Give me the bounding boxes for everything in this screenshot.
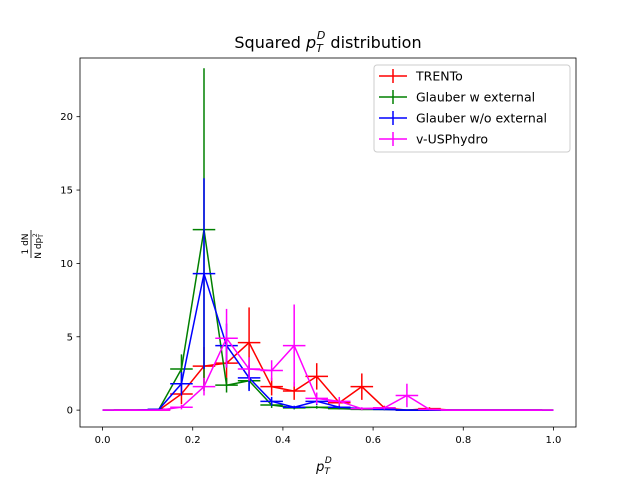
y-tick-label: 10 xyxy=(60,259,73,270)
x-tick-label: 1.0 xyxy=(546,435,562,446)
y-tick-label: 15 xyxy=(60,186,73,197)
y-axis-label: 1 dN N dpT2 xyxy=(21,230,45,259)
legend-label: v-USPhydro xyxy=(416,132,488,147)
x-tick-label: 0.4 xyxy=(275,435,291,446)
legend-box xyxy=(373,64,571,153)
y-axis-label-numerator: 1 dN xyxy=(21,233,31,254)
legend-entry: Glauber w/o external xyxy=(379,111,547,126)
legend-entry: v-USPhydro xyxy=(379,132,488,147)
x-tick-label: 0.0 xyxy=(95,435,111,446)
axes-layer: 0.0 0.2 0.4 0.6 0.8 1.0 0 5 10 15 20 xyxy=(60,57,577,446)
chart-title: Squared pTD distribution xyxy=(234,29,421,55)
legend-label: Glauber w/o external xyxy=(416,111,547,126)
y-tick-label: 5 xyxy=(67,332,73,343)
x-tick-label: 0.2 xyxy=(185,435,201,446)
y-tick-label: 0 xyxy=(67,406,73,417)
legend-entry: TRENTo xyxy=(379,69,463,84)
legend-label: TRENTo xyxy=(415,69,463,84)
legend-label: Glauber w external xyxy=(416,90,535,105)
series-3 xyxy=(102,304,554,411)
x-tick-label: 0.8 xyxy=(455,435,471,446)
axes-frame xyxy=(79,57,577,428)
y-axis-label-denominator: N dpT2 xyxy=(32,233,45,259)
legend-entry: Glauber w external xyxy=(379,90,535,105)
x-tick-label: 0.6 xyxy=(365,435,381,446)
plot-layer xyxy=(102,68,554,411)
legend: TRENTo Glauber w external Glauber w/o exte… xyxy=(373,64,571,153)
x-axis-label: pTD xyxy=(315,456,332,477)
y-tick-label: 20 xyxy=(60,112,73,123)
